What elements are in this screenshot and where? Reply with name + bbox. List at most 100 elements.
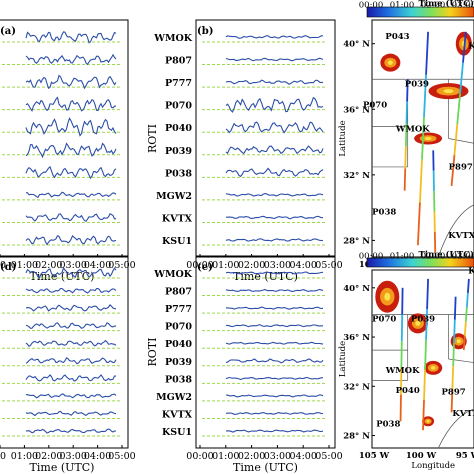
precip-peak [424,137,432,140]
ipp-track-segment [404,146,407,169]
coastline [437,408,474,449]
ipp-track-segment [459,62,464,94]
map-station-label: P070 [372,315,396,325]
lat-tick-label: 32° N [343,382,370,392]
trace-P039 [225,358,324,364]
panel-label: (a) [0,26,16,37]
trace-MGW2 [225,193,324,197]
colorbar-tick: 00:00 [359,252,384,262]
precip-peak [426,420,430,423]
trace-P038 [25,374,116,382]
precip-peak [430,366,436,370]
station-label: P070 [165,101,192,112]
x-tick-label: 05:00 [315,451,342,462]
station-label: P070 [165,322,192,333]
ipp-track-segment [462,31,467,63]
station-label: P040 [165,339,192,350]
precip-peak [443,89,454,94]
trace-KVTX [25,213,116,223]
ipp-track-segment [462,335,466,351]
colorbar-tick: 03:00 [452,1,474,11]
panel-label: (e) [197,262,213,273]
x-tick-label: 00 [0,451,6,462]
precip-peak [456,339,461,344]
trace-P807 [25,287,117,294]
ipp-track-segment [425,309,428,340]
station-label: WMOK [153,33,192,44]
station-label: P777 [165,78,192,89]
trace-P038 [225,376,324,380]
trace-P070 [25,322,117,329]
colorbar-title: Time (UTC) [419,249,474,260]
trace-P777 [25,304,117,312]
trace-KSU1 [225,429,324,433]
x-tick-label: 03:00 [60,260,87,271]
lat-tick-label: 28° N [343,236,370,246]
station-label: KSU1 [162,236,192,247]
trace-KSU1 [26,428,116,434]
x-axis-label: Longitude [411,461,455,471]
lat-tick-label: 40° N [343,40,370,50]
station-label: P039 [165,146,192,157]
ipp-track-segment [422,399,425,431]
colorbar [366,257,474,268]
map-station-label: P040 [396,386,420,396]
trace-P039 [225,145,324,155]
ipp-track-segment [464,307,468,322]
map-station-label: P039 [411,315,435,325]
lon-tick-label: 95 W [456,451,474,461]
ipp-track-segment [451,366,455,390]
panel-b: (b) WMOK P807 P777 P070 P040 P039 P038 MGW2 KVTX K… [146,19,343,283]
trace-P040 [25,339,117,348]
ipp-track-segment [406,79,409,102]
ipp-track-segment [423,74,427,118]
trace-P777 [225,79,324,85]
x-tick-label: 01:00 [11,451,38,462]
ipp-track-segment [426,278,429,310]
colorbar-tick: 00:00 [359,1,384,11]
trace-P040 [225,121,324,134]
trace-P807 [25,53,117,66]
x-tick-label: 02:00 [35,451,62,462]
state-border [448,138,474,144]
station-label: P038 [165,374,192,385]
trace-P039 [25,357,117,365]
map-station-label: P070 [363,101,387,111]
ipp-track-segment [421,117,425,160]
panel-label: (d) [0,262,16,273]
station-label: KVTX [162,409,193,420]
station-label: P807 [165,287,192,298]
lat-tick-label: 32° N [343,171,370,181]
trace-WMOK [25,266,117,279]
colorbar [366,6,474,18]
y-axis-label: Latitude [338,120,348,156]
map-station-label: WMOK [385,366,420,376]
station-label: KVTX [162,213,193,224]
x-tick-label: 03:00 [264,451,291,462]
trace-KSU1 [25,234,117,246]
plot-frame [195,255,336,449]
colorbar-tick: 03:00 [452,252,474,262]
station-label: MGW2 [156,392,192,403]
x-tick-label: 02:00 [35,260,62,271]
colorbar-title: Time (UTC) [419,0,474,9]
x-tick-label: 00:00 [186,451,213,462]
station-label: KSU1 [162,427,192,438]
lat-tick-label: 36° N [343,105,370,115]
ipp-track-segment [456,93,462,125]
trace-P040 [225,341,324,345]
ipp-track-segment [466,278,470,294]
panel-label: (b) [197,26,213,37]
trace-P777 [225,306,324,310]
station-label: P038 [165,168,192,179]
trace-P807 [225,288,324,292]
trace-MGW2 [25,191,117,198]
colorbar-tick: 01:00 [390,252,415,262]
station-label: P777 [165,304,192,315]
trace-P040 [25,117,117,137]
station-label: P039 [165,357,192,368]
x-tick-label: 05:00 [108,451,135,462]
